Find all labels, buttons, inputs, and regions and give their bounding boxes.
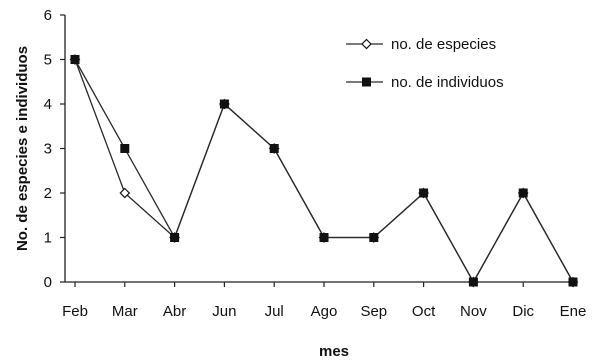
y-tick-label: 0 [44, 274, 52, 291]
series-2 [70, 55, 578, 287]
legend-marker [362, 77, 371, 87]
data-point [70, 55, 80, 64]
y-tick-label: 6 [44, 7, 52, 24]
legend-item: no. de especies [346, 36, 496, 53]
y-axis-title: No. de especies e individuos [14, 46, 31, 251]
series-layer [69, 54, 579, 288]
x-axis-title: mes [319, 343, 349, 360]
series-line [74, 59, 574, 284]
y-tick-label: 2 [44, 185, 52, 202]
axes [64, 15, 573, 283]
data-point [568, 277, 578, 287]
data-point [120, 144, 130, 153]
data-point [170, 233, 180, 242]
y-tick-label: 4 [44, 96, 52, 113]
data-point [468, 277, 478, 287]
data-point [269, 144, 279, 153]
legend-item: no. de individuos [346, 74, 504, 91]
y-tick-label: 3 [44, 141, 52, 158]
x-tick-label: Abr [163, 303, 186, 320]
x-tick-label: Mar [112, 303, 138, 320]
data-point [518, 188, 528, 198]
x-tick-label: Sep [360, 303, 387, 320]
x-tick-label: Jul [265, 303, 284, 320]
legend-label: no. de individuos [391, 74, 504, 91]
y-tick-label: 1 [44, 230, 52, 247]
x-tick-label: Oct [412, 303, 436, 320]
data-point [419, 188, 429, 198]
x-tick-label: Dic [512, 303, 534, 320]
x-tick-label: Feb [62, 303, 88, 320]
series-line [74, 59, 574, 284]
legend-marker [361, 38, 372, 50]
legend-label: no. de especies [391, 36, 496, 53]
data-point [219, 99, 229, 109]
x-axis-ticks: Feb Mar Abr Jun Jul Ago Sep Oct Nov Dic Ene [62, 282, 586, 320]
data-point [319, 233, 329, 242]
y-axis-ticks: 0 1 2 3 4 5 6 [44, 7, 65, 291]
x-tick-label: Nov [460, 303, 487, 320]
x-tick-label: Jun [212, 303, 236, 320]
y-tick-label: 5 [44, 52, 52, 69]
data-point [369, 233, 379, 242]
data-point [119, 187, 131, 199]
legend: no. de especies no. de individuos [346, 36, 504, 91]
x-tick-label: Ene [560, 303, 587, 320]
x-tick-label: Ago [311, 303, 338, 320]
